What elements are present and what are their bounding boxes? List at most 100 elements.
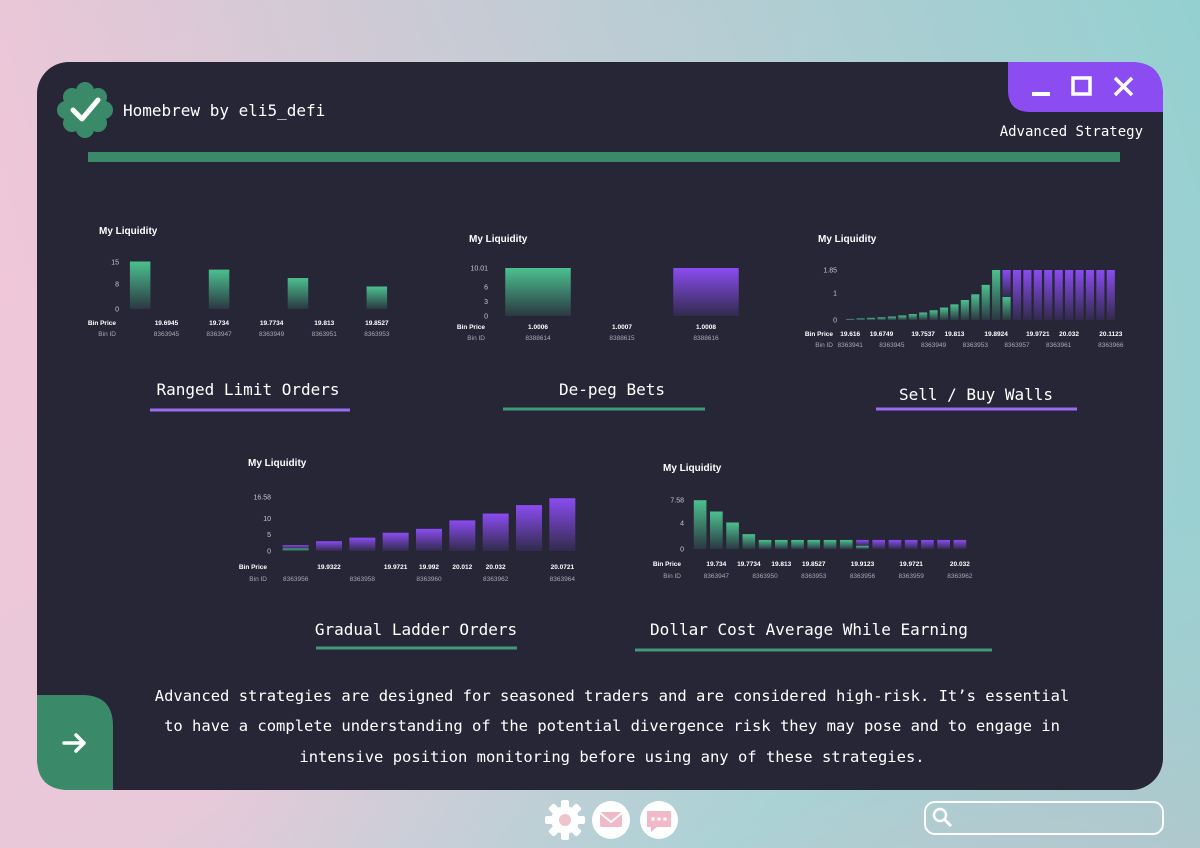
bin-id-label: 8363951 [312,331,338,338]
bar [549,498,576,551]
bar [382,532,409,551]
window [37,62,1163,790]
description: Advanced strategies are designed for sea… [155,687,1070,766]
y-tick-label: 4 [680,521,684,528]
bin-id-label: 8388615 [609,335,635,342]
bin-id-header: Bin ID [249,576,267,583]
bar [449,520,476,551]
maximize-button[interactable] [1071,76,1092,96]
bar [516,505,542,551]
window-subtitle: Advanced Strategy [1000,124,1143,140]
bin-id-label: 8363962 [947,573,973,580]
header-divider [88,152,1120,162]
bin-id-label: 8363953 [364,331,390,338]
bar [921,539,934,549]
strategy-caption: De-peg Bets [559,380,665,399]
bin-id-label: 8363961 [1046,342,1072,349]
bin-price-label: 19.7734 [737,561,761,568]
bin-id-label: 8363947 [206,331,232,338]
bar [482,513,509,551]
bar [349,537,376,551]
bin-price-label: 19.8924 [984,331,1008,338]
bin-price-label: 19.813 [314,320,334,327]
bar [929,310,938,320]
bar [726,522,739,549]
bar [919,312,928,320]
y-tick-label: 0 [484,314,488,321]
bin-id-label: 8363956 [283,576,309,583]
y-tick-label: 0 [680,547,684,554]
strategy-caption: Dollar Cost Average While Earning [650,620,968,639]
bar [1096,270,1105,320]
strategy-chart: My Liquidity 0 1 1.85 Bin Price Bin ID 19.616 8… [805,234,1124,411]
bar [366,286,388,309]
bin-price-label: 19.9721 [1026,331,1050,338]
bin-price-header: Bin Price [457,324,486,331]
bin-price-label: 19.8527 [365,320,389,327]
close-button[interactable] [1113,76,1134,97]
search-box[interactable] [924,801,1164,835]
bar [856,539,869,546]
bar [673,268,739,316]
bar [872,539,886,549]
bin-price-label: 19.6749 [870,331,894,338]
bin-id-label: 8363950 [752,573,778,580]
mail-icon[interactable] [592,801,630,839]
bar [791,539,804,549]
y-tick-label: 7.58 [670,498,684,505]
bin-id-label: 8363966 [1098,342,1124,349]
bar [1106,270,1115,320]
bin-id-label: 8363953 [801,573,827,580]
bar [1033,270,1042,320]
bar [888,539,902,549]
bin-id-label: 8363949 [259,331,285,338]
chart-title: My Liquidity [818,234,877,245]
bar [856,545,869,549]
next-arrow-icon [62,733,86,753]
bin-price-header: Bin Price [805,331,834,338]
bin-id-label: 8363958 [350,576,376,583]
bar [846,318,855,320]
bar [950,304,959,320]
bar [129,261,151,309]
bin-price-label: 20.032 [950,561,970,568]
settings-icon[interactable] [545,800,585,840]
y-tick-label: 0 [833,318,837,325]
bin-id-header: Bin ID [467,335,485,342]
strategy-chart: My Liquidity 0 4 7.58 Bin Price Bin ID 19.734 8… [635,463,992,652]
bin-price-label: 1.0007 [612,324,632,331]
bin-id-label: 8388616 [693,335,719,342]
chart-title: My Liquidity [248,458,307,469]
bar [758,539,772,549]
y-tick-label: 0 [267,549,271,556]
y-tick-label: 1 [833,290,837,297]
bin-price-label: 20.1123 [1099,331,1123,338]
description-line: intensive position monitoring before usi… [299,748,924,766]
bin-id-label: 8363945 [879,342,905,349]
bar [908,314,917,320]
bin-price-label: 19.734 [209,320,229,327]
bar [1002,270,1011,298]
bin-price-label: 19.813 [771,561,791,568]
bin-price-header: Bin Price [239,564,268,571]
bin-id-label: 8363964 [550,576,576,583]
bin-price-label: 19.9721 [384,564,408,571]
bar [823,539,837,549]
chat-icon[interactable] [640,801,678,839]
bin-price-label: 1.0006 [528,324,548,331]
bin-price-label: 19.992 [419,564,439,571]
bin-id-label: 8363962 [483,576,509,583]
bin-id-label: 8363945 [154,331,180,338]
bin-id-label: 8388614 [525,335,551,342]
bin-price-label: 19.7734 [260,320,284,327]
bin-id-label: 8363953 [963,342,989,349]
bin-price-label: 19.7537 [911,331,935,338]
bar [981,284,990,320]
bin-price-label: 19.8527 [802,561,826,568]
y-tick-label: 5 [267,532,271,539]
bin-id-label: 8363941 [838,342,864,349]
chart-title: My Liquidity [663,463,722,474]
bin-price-label: 19.616 [840,331,860,338]
bar [282,548,309,551]
